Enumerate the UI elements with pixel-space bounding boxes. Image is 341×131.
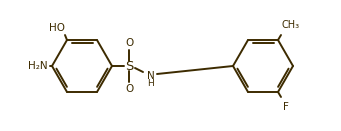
Text: O: O bbox=[125, 38, 133, 48]
Text: CH₃: CH₃ bbox=[282, 20, 300, 30]
Text: S: S bbox=[125, 59, 133, 72]
Text: F: F bbox=[283, 102, 289, 112]
Text: N: N bbox=[147, 71, 155, 81]
Text: H: H bbox=[148, 78, 154, 88]
Text: H₂N: H₂N bbox=[28, 61, 48, 71]
Text: O: O bbox=[125, 84, 133, 94]
Text: HO: HO bbox=[49, 23, 65, 33]
